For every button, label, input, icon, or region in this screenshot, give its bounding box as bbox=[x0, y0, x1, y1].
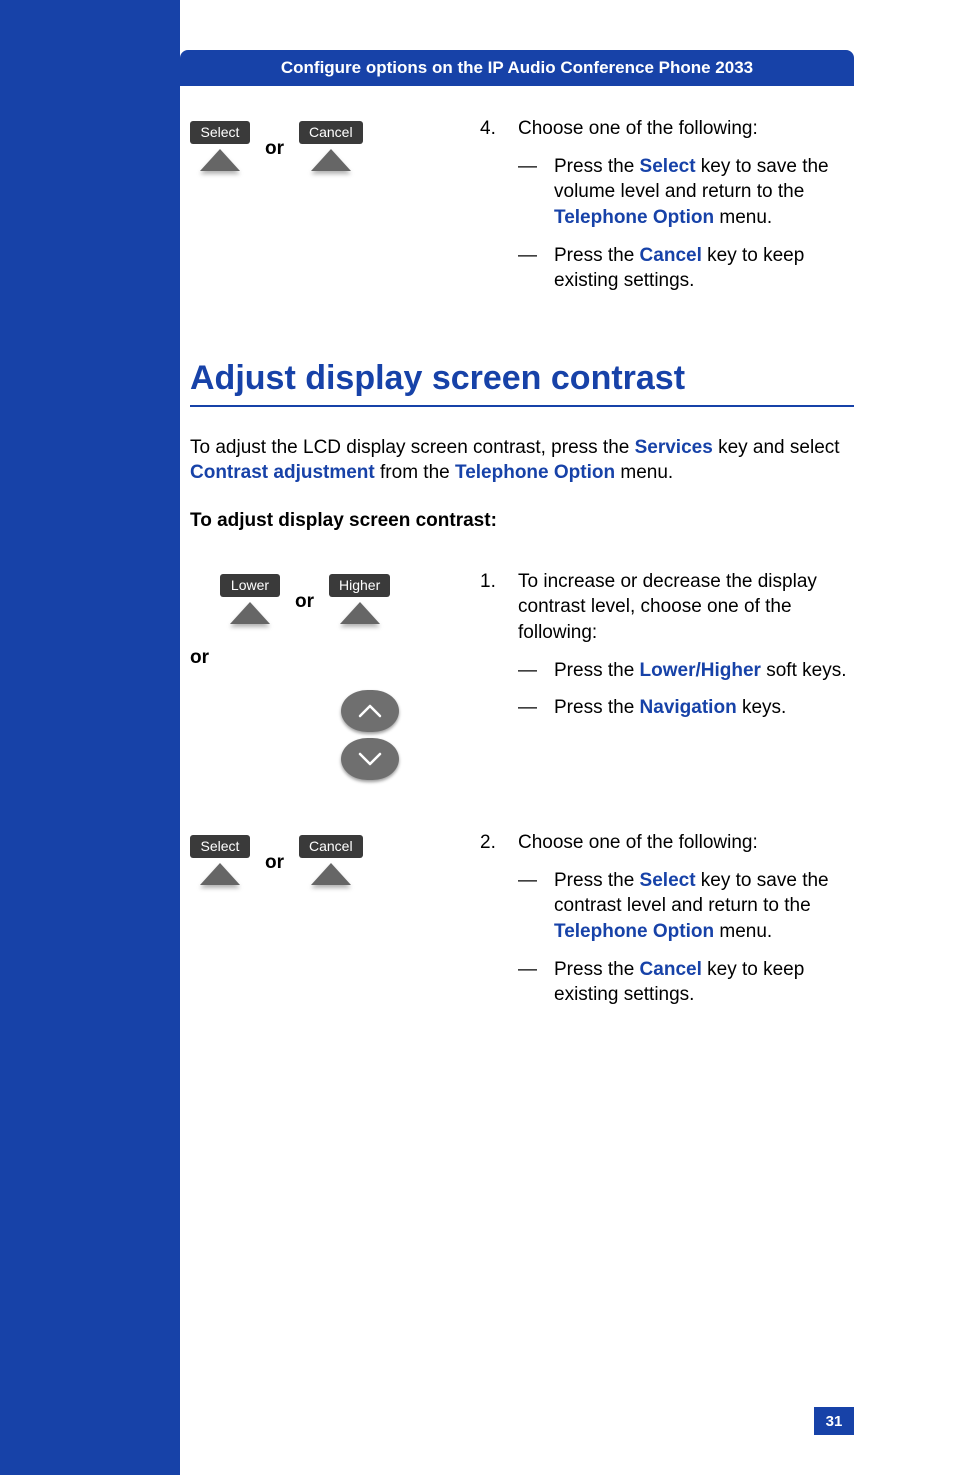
lower-higher-keyword: Lower/Higher bbox=[640, 660, 761, 681]
step-1-text: 1. To increase or decrease the display c… bbox=[480, 569, 854, 781]
navigation-keyword: Navigation bbox=[640, 697, 737, 718]
step-4-keys: Select or Cancel bbox=[190, 116, 450, 306]
step-4-lead: 4. Choose one of the following: bbox=[480, 116, 854, 142]
cancel-triangle-icon bbox=[311, 149, 351, 177]
select-keyword-2: Select bbox=[640, 870, 696, 891]
softkey-cancel: Cancel bbox=[299, 121, 363, 177]
softkey-group-select-cancel-2: Select or Cancel bbox=[190, 835, 450, 891]
softkey-group-lower-higher: Lower or Higher bbox=[220, 574, 450, 630]
softkey-select-2: Select bbox=[190, 835, 250, 891]
dash: — bbox=[518, 658, 536, 684]
step-4-item-1-text: Press the Select key to save the volume … bbox=[554, 154, 854, 231]
cancel-key-label: Cancel bbox=[299, 121, 363, 144]
nav-up-icon bbox=[341, 690, 399, 732]
cancel-triangle-icon-2 bbox=[311, 863, 351, 891]
cancel-keyword-2: Cancel bbox=[640, 959, 702, 980]
step-4-row: Select or Cancel 4. Choose one of the fo… bbox=[190, 116, 854, 306]
dash: — bbox=[518, 243, 536, 294]
step-1-lead-text: To increase or decrease the display cont… bbox=[518, 569, 854, 646]
select-keyword: Select bbox=[640, 156, 696, 177]
or-label-outer: or bbox=[190, 647, 209, 668]
cancel-keyword: Cancel bbox=[640, 245, 702, 266]
page-body: Select or Cancel 4. Choose one of the fo… bbox=[180, 86, 954, 1020]
step-2-lead: 2. Choose one of the following: bbox=[480, 830, 854, 856]
or-label: or bbox=[265, 136, 284, 162]
softkey-group-select-cancel: Select or Cancel bbox=[190, 121, 450, 177]
step-1-item-2-text: Press the Navigation keys. bbox=[554, 695, 786, 721]
step-1-item-1-text: Press the Lower/Higher soft keys. bbox=[554, 658, 846, 684]
left-sidebar-band bbox=[0, 0, 180, 1475]
step-4-item-2-text: Press the Cancel key to keep existing se… bbox=[554, 243, 854, 294]
cancel-key-label-2: Cancel bbox=[299, 835, 363, 858]
lower-triangle-icon bbox=[230, 602, 270, 630]
section-title: Adjust display screen contrast bbox=[190, 356, 854, 402]
dash: — bbox=[518, 957, 536, 1008]
step-2-text: 2. Choose one of the following: — Press … bbox=[480, 830, 854, 1020]
contrast-adjustment-keyword: Contrast adjustment bbox=[190, 462, 375, 483]
step-2-item-1-text: Press the Select key to save the contras… bbox=[554, 868, 854, 945]
softkey-select: Select bbox=[190, 121, 250, 177]
step-1-item-1: — Press the Lower/Higher soft keys. bbox=[518, 658, 854, 684]
dash: — bbox=[518, 868, 536, 945]
step-2-keys: Select or Cancel bbox=[190, 830, 450, 1020]
select-triangle-icon-2 bbox=[200, 863, 240, 891]
content-area: Configure options on the IP Audio Confer… bbox=[180, 0, 954, 1475]
step-2-row: Select or Cancel 2. Choose one of the fo… bbox=[190, 830, 854, 1020]
step-1-item-2: — Press the Navigation keys. bbox=[518, 695, 854, 721]
higher-triangle-icon bbox=[340, 602, 380, 630]
section-intro: To adjust the LCD display screen contras… bbox=[190, 435, 854, 486]
select-triangle-icon bbox=[200, 149, 240, 177]
step-1-row: Lower or Higher or bbox=[190, 569, 854, 781]
or-label-inner: or bbox=[295, 589, 314, 615]
higher-key-label: Higher bbox=[329, 574, 390, 597]
header-band: Configure options on the IP Audio Confer… bbox=[180, 50, 854, 86]
step-4-item-1: — Press the Select key to save the volum… bbox=[518, 154, 854, 231]
telephone-option-keyword-2: Telephone Option bbox=[554, 921, 714, 942]
page-number: 31 bbox=[814, 1407, 854, 1435]
section-rule bbox=[190, 405, 854, 407]
step-4-lead-text: Choose one of the following: bbox=[518, 116, 758, 142]
lower-key-label: Lower bbox=[220, 574, 280, 597]
step-4-number: 4. bbox=[480, 116, 500, 142]
select-key-label-2: Select bbox=[190, 835, 250, 858]
step-2-item-2-text: Press the Cancel key to keep existing se… bbox=[554, 957, 854, 1008]
telephone-option-keyword: Telephone Option bbox=[455, 462, 615, 483]
step-2-item-2: — Press the Cancel key to keep existing … bbox=[518, 957, 854, 1008]
dash: — bbox=[518, 695, 536, 721]
nav-down-icon bbox=[341, 738, 399, 780]
step-1-lead: 1. To increase or decrease the display c… bbox=[480, 569, 854, 646]
step-2-number: 2. bbox=[480, 830, 500, 856]
step-1-number: 1. bbox=[480, 569, 500, 646]
step-2-lead-text: Choose one of the following: bbox=[518, 830, 758, 856]
step-4-text: 4. Choose one of the following: — Press … bbox=[480, 116, 854, 306]
step-1-keys: Lower or Higher or bbox=[190, 569, 450, 781]
step-2-item-1: — Press the Select key to save the contr… bbox=[518, 868, 854, 945]
or-label-2: or bbox=[265, 850, 284, 876]
select-key-label: Select bbox=[190, 121, 250, 144]
softkey-lower: Lower bbox=[220, 574, 280, 630]
dash: — bbox=[518, 154, 536, 231]
softkey-cancel-2: Cancel bbox=[299, 835, 363, 891]
telephone-option-keyword: Telephone Option bbox=[554, 207, 714, 228]
step-4-item-2: — Press the Cancel key to keep existing … bbox=[518, 243, 854, 294]
softkey-higher: Higher bbox=[329, 574, 390, 630]
header-title: Configure options on the IP Audio Confer… bbox=[281, 58, 753, 78]
services-keyword: Services bbox=[635, 437, 713, 458]
navigation-keys-icon bbox=[290, 690, 450, 780]
procedure-subheading: To adjust display screen contrast: bbox=[190, 508, 854, 534]
